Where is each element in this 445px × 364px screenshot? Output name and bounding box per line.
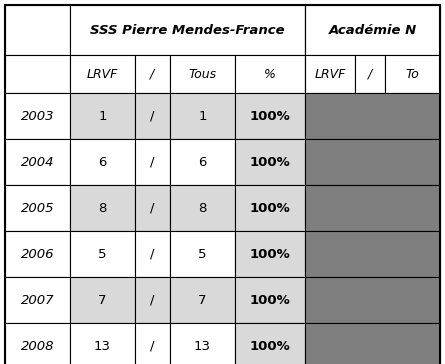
- Text: LRVF: LRVF: [87, 67, 118, 80]
- Bar: [305, 55, 355, 93]
- Bar: [135, 323, 170, 364]
- Bar: [305, 139, 440, 185]
- Bar: [5, 231, 70, 277]
- Text: 100%: 100%: [250, 155, 291, 169]
- Bar: [70, 185, 135, 231]
- Text: %: %: [264, 67, 276, 80]
- Bar: [235, 93, 305, 139]
- Bar: [5, 55, 70, 93]
- Bar: [135, 55, 170, 93]
- Bar: [70, 55, 135, 93]
- Bar: [170, 185, 235, 231]
- Bar: [135, 139, 170, 185]
- Bar: [385, 55, 440, 93]
- Bar: [5, 93, 70, 139]
- Bar: [235, 139, 305, 185]
- Bar: [135, 277, 170, 323]
- Bar: [5, 5, 70, 55]
- Text: 6: 6: [98, 155, 107, 169]
- Text: /: /: [150, 67, 154, 80]
- Bar: [170, 55, 235, 93]
- Text: 2005: 2005: [21, 202, 54, 214]
- Text: 100%: 100%: [250, 110, 291, 123]
- Text: 8: 8: [198, 202, 206, 214]
- Text: /: /: [150, 293, 155, 306]
- Text: /: /: [368, 67, 372, 80]
- Text: /: /: [150, 155, 155, 169]
- Bar: [305, 277, 440, 323]
- Bar: [70, 139, 135, 185]
- Bar: [170, 231, 235, 277]
- Bar: [170, 93, 235, 139]
- Text: /: /: [150, 340, 155, 352]
- Bar: [235, 231, 305, 277]
- Bar: [70, 323, 135, 364]
- Text: /: /: [150, 110, 155, 123]
- Bar: [235, 185, 305, 231]
- Text: 2006: 2006: [21, 248, 54, 261]
- Bar: [135, 185, 170, 231]
- Text: /: /: [150, 248, 155, 261]
- Text: 100%: 100%: [250, 293, 291, 306]
- Text: 2003: 2003: [21, 110, 54, 123]
- Text: 13: 13: [94, 340, 111, 352]
- Bar: [70, 93, 135, 139]
- Text: 100%: 100%: [250, 202, 291, 214]
- Text: Tous: Tous: [188, 67, 217, 80]
- Text: 100%: 100%: [250, 340, 291, 352]
- Text: 8: 8: [98, 202, 107, 214]
- Bar: [170, 139, 235, 185]
- Bar: [170, 323, 235, 364]
- Bar: [235, 323, 305, 364]
- Bar: [5, 277, 70, 323]
- Text: LRVF: LRVF: [314, 67, 346, 80]
- Text: 13: 13: [194, 340, 211, 352]
- Text: 2008: 2008: [21, 340, 54, 352]
- Bar: [5, 185, 70, 231]
- Text: SSS Pierre Mendes-France: SSS Pierre Mendes-France: [90, 24, 285, 36]
- Bar: [355, 55, 385, 93]
- Bar: [5, 323, 70, 364]
- Bar: [135, 231, 170, 277]
- Bar: [135, 93, 170, 139]
- Bar: [235, 277, 305, 323]
- Text: To: To: [406, 67, 419, 80]
- Bar: [5, 139, 70, 185]
- Text: /: /: [150, 202, 155, 214]
- Text: 1: 1: [198, 110, 207, 123]
- Bar: [235, 55, 305, 93]
- Bar: [305, 231, 440, 277]
- Bar: [305, 185, 440, 231]
- Text: 7: 7: [98, 293, 107, 306]
- Text: 5: 5: [198, 248, 207, 261]
- Text: 6: 6: [198, 155, 206, 169]
- Text: 7: 7: [198, 293, 207, 306]
- Text: 5: 5: [98, 248, 107, 261]
- Text: 2004: 2004: [21, 155, 54, 169]
- Text: 1: 1: [98, 110, 107, 123]
- Bar: [305, 93, 440, 139]
- Bar: [170, 277, 235, 323]
- Bar: [70, 5, 305, 55]
- Text: Académie N: Académie N: [328, 24, 417, 36]
- Text: 100%: 100%: [250, 248, 291, 261]
- Bar: [70, 231, 135, 277]
- Bar: [305, 5, 440, 55]
- Text: 2007: 2007: [21, 293, 54, 306]
- Bar: [70, 277, 135, 323]
- Bar: [305, 323, 440, 364]
